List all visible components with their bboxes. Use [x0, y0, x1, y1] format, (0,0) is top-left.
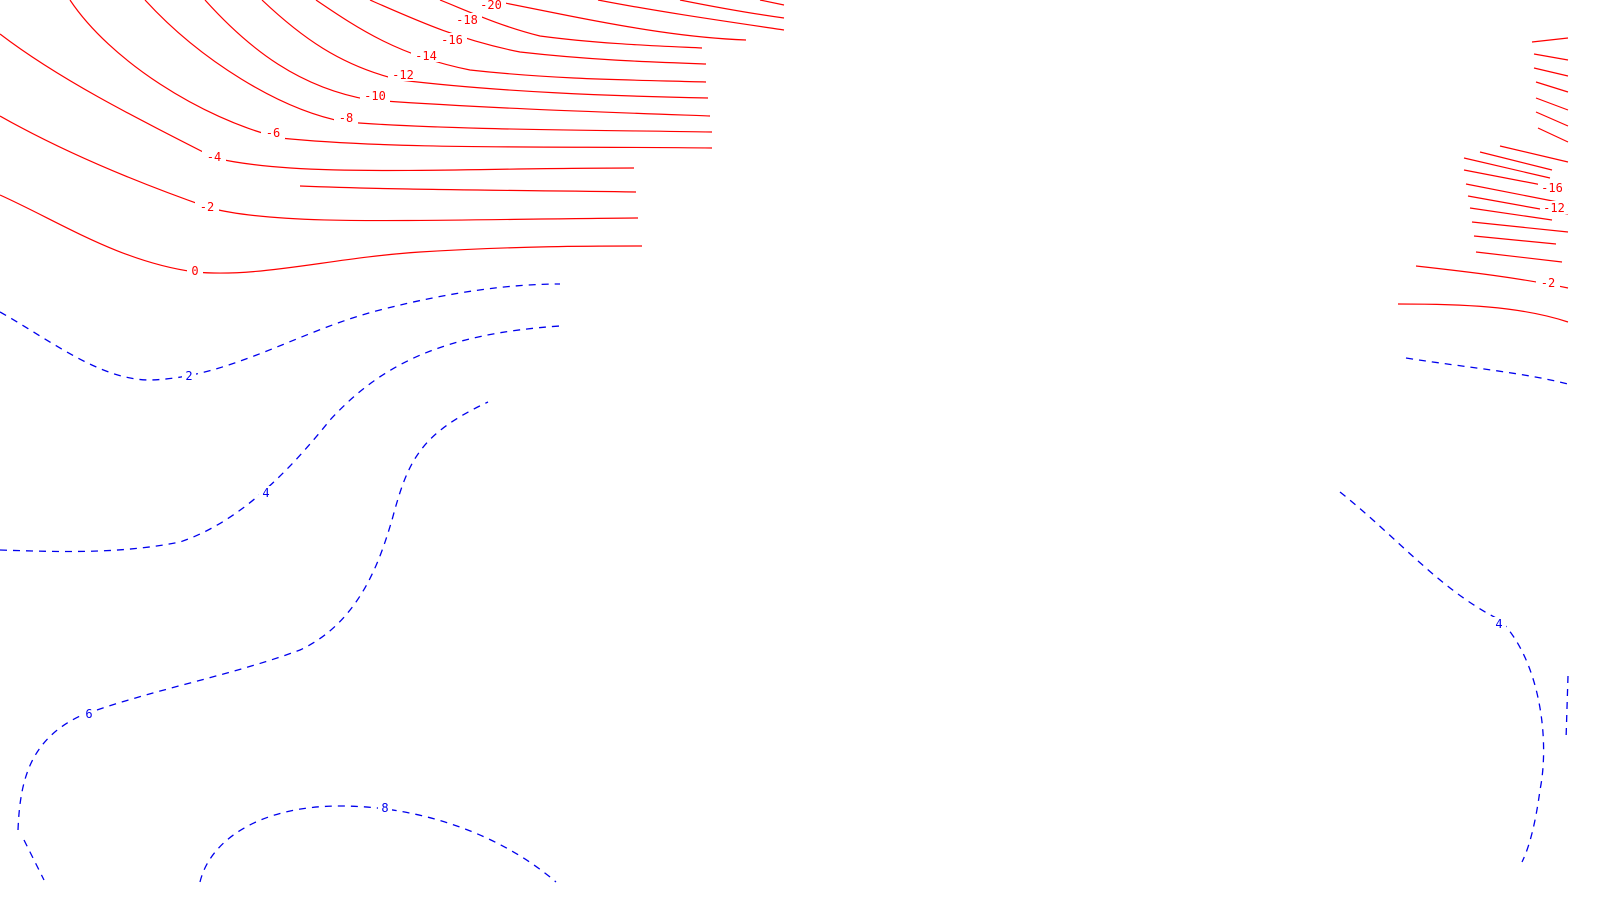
contour-label: -4 — [207, 150, 221, 164]
contour-line — [0, 33, 635, 172]
contour-line — [69, 0, 713, 149]
contour-line — [1535, 81, 1569, 93]
contour-line — [1479, 151, 1553, 171]
contour-line — [1475, 251, 1563, 263]
contour-line — [1397, 303, 1569, 323]
contour-line — [1463, 157, 1551, 179]
contour-label: 8 — [381, 801, 388, 815]
contour-line — [1535, 111, 1569, 127]
contour-line — [679, 0, 785, 19]
contour-line — [1471, 221, 1569, 233]
contour-line — [1531, 37, 1569, 43]
left-positive-contours — [0, 283, 561, 883]
contour-label: -14 — [415, 49, 437, 63]
contour-line — [0, 325, 561, 553]
right-positive-contours — [1339, 357, 1569, 863]
contour-line — [23, 839, 45, 881]
contour-label: -8 — [339, 111, 353, 125]
contour-line — [489, 0, 747, 41]
right-negative-contours — [1397, 37, 1569, 323]
contour-label: 0 — [191, 264, 198, 278]
contour-label: 6 — [85, 707, 92, 721]
contour-line — [1533, 67, 1569, 77]
contour-line — [1537, 127, 1569, 143]
contour-line — [1535, 97, 1569, 111]
contour-line — [199, 805, 557, 883]
contour-line — [144, 0, 713, 133]
contour-line — [1533, 53, 1569, 61]
contour-line — [597, 0, 785, 31]
contour-line — [315, 0, 707, 83]
contour-line — [1499, 145, 1569, 163]
contour-line — [439, 0, 703, 49]
contour-line — [17, 401, 489, 831]
contour-label: -10 — [364, 89, 386, 103]
contour-line — [759, 0, 785, 6]
contour-label: -18 — [456, 13, 478, 27]
contour-label: -16 — [1541, 181, 1563, 195]
contour-line — [1565, 675, 1569, 741]
contour-label: -6 — [266, 126, 280, 140]
contour-line — [0, 194, 643, 274]
contour-labels: -20 -18 -16 -14 -12 -10 -8 -6 -4 -2 0 2 … — [82, 0, 1568, 815]
contour-label: -12 — [392, 68, 414, 82]
contour-label: 2 — [185, 369, 192, 383]
contour-label: 4 — [1495, 617, 1502, 631]
contour-label: -2 — [1541, 276, 1555, 290]
contour-line — [0, 115, 639, 222]
contour-line — [261, 0, 709, 99]
contour-line — [1405, 357, 1569, 385]
contour-label: 4 — [262, 486, 269, 500]
contour-line — [1339, 491, 1545, 863]
contour-line — [369, 0, 707, 65]
contour-line — [1469, 207, 1553, 221]
contour-label: -12 — [1543, 201, 1565, 215]
left-negative-contours — [0, 0, 785, 274]
contour-line — [1473, 235, 1557, 245]
contour-label: -16 — [441, 33, 463, 47]
contour-label: -2 — [200, 200, 214, 214]
contour-line — [0, 283, 561, 381]
contour-label: -20 — [480, 0, 502, 12]
contour-line — [1465, 183, 1569, 205]
